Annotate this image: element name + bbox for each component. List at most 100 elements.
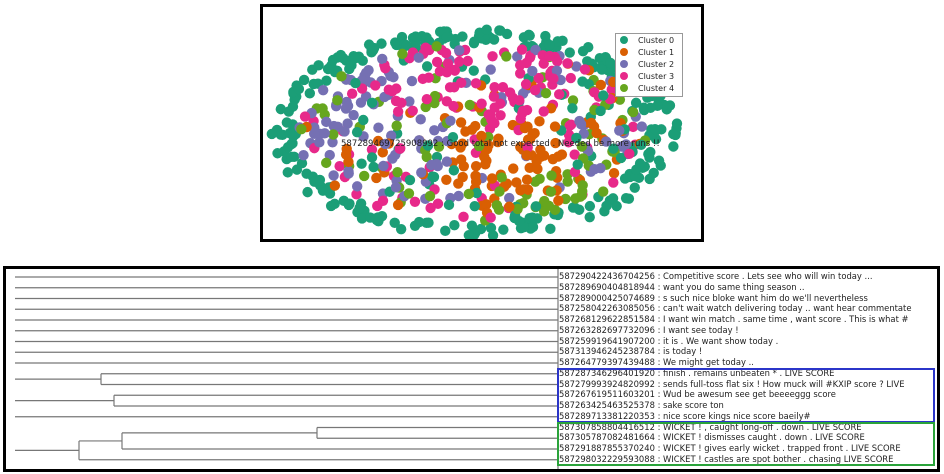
scatter-point	[343, 166, 354, 177]
scatter-point	[485, 212, 496, 223]
scatter-point	[495, 110, 506, 121]
scatter-point	[545, 223, 556, 235]
scatter-point	[476, 98, 487, 109]
scatter-point	[433, 141, 445, 152]
scatter-point	[404, 96, 415, 107]
scatter-point	[421, 93, 433, 105]
scatter-point	[466, 220, 478, 231]
scatter-point	[351, 126, 363, 138]
legend-item: Cluster 0	[616, 34, 682, 46]
scatter-point	[469, 36, 480, 47]
scatter-point	[481, 199, 492, 210]
scatter-point	[521, 150, 532, 161]
scatter-point	[530, 44, 541, 56]
scatter-point	[380, 63, 391, 74]
scatter-point	[407, 105, 418, 116]
scatter-point	[314, 174, 326, 186]
scatter-point	[366, 144, 378, 155]
scatter-point	[494, 186, 505, 197]
scatter-point	[296, 123, 307, 135]
scatter-point	[546, 170, 557, 181]
scatter-point	[415, 114, 426, 125]
scatter-point	[321, 116, 332, 128]
scatter-point	[392, 199, 404, 211]
scatter-point	[576, 141, 588, 152]
scatter-point	[351, 181, 363, 192]
scatter-point	[532, 163, 543, 175]
scatter-point	[441, 156, 453, 167]
scatter-point	[631, 164, 642, 175]
scatter-point	[443, 199, 455, 211]
scatter-point	[413, 52, 424, 63]
scatter-point	[607, 193, 619, 204]
legend-marker	[620, 48, 628, 56]
scatter-point	[392, 167, 403, 178]
scatter-point	[515, 113, 526, 124]
scatter-point	[544, 39, 555, 51]
scatter-point	[319, 128, 330, 139]
scatter-point	[355, 97, 367, 108]
scatter-point	[422, 140, 434, 151]
scatter-point	[293, 83, 305, 95]
scatter-point	[645, 102, 656, 114]
scatter-point	[462, 55, 473, 67]
scatter-point	[636, 121, 648, 132]
scatter-point	[608, 143, 619, 154]
scatter-point	[551, 65, 563, 76]
scatter-point	[627, 121, 639, 133]
scatter-point	[522, 184, 534, 195]
scatter-point	[572, 159, 583, 170]
scatter-point	[358, 170, 370, 182]
scatter-point	[489, 82, 500, 93]
scatter-point	[377, 147, 388, 158]
scatter-point	[449, 65, 461, 76]
scatter-point	[533, 72, 544, 84]
scatter-point	[404, 174, 416, 186]
scatter-point	[406, 75, 418, 87]
scatter-point	[527, 65, 538, 77]
scatter-point	[470, 170, 481, 182]
legend-item: Cluster 3	[616, 70, 682, 82]
scatter-point	[317, 85, 329, 96]
scatter-point	[453, 178, 464, 189]
scatter-point	[416, 167, 427, 178]
dendrogram-leaf-label: 587287346296401920 : finish . remains un…	[559, 367, 835, 378]
scatter-point	[284, 127, 295, 139]
scatter-point	[627, 106, 639, 118]
scatter-point	[504, 192, 515, 204]
scatter-point	[538, 106, 549, 117]
scatter-point	[635, 139, 647, 151]
scatter-point	[486, 173, 498, 184]
scatter-point	[469, 200, 480, 212]
scatter-point	[497, 81, 509, 93]
scatter-point	[470, 78, 482, 89]
scatter-point	[614, 125, 625, 136]
scatter-point	[485, 64, 496, 75]
scatter-point	[455, 117, 467, 128]
scatter-point	[463, 230, 475, 239]
scatter-point	[287, 101, 299, 112]
legend-item: Cluster 2	[616, 58, 682, 70]
scatter-point	[601, 136, 612, 147]
scatter-point	[339, 126, 350, 137]
scatter-point	[611, 200, 622, 212]
scatter-point	[624, 148, 635, 160]
scatter-point	[447, 131, 459, 143]
scatter-point	[320, 157, 332, 169]
scatter-point	[563, 137, 574, 148]
scatter-point	[378, 160, 389, 172]
scatter-point	[325, 200, 337, 212]
scatter-point	[576, 119, 587, 130]
scatter-point	[519, 122, 531, 134]
scatter-point	[668, 141, 679, 152]
scatter-point	[534, 116, 545, 127]
scatter-point	[373, 122, 384, 133]
scatter-point	[298, 150, 309, 161]
dendrogram-leaf-label: 587267619511603201 : Wud be awesum see g…	[559, 389, 836, 400]
scatter-point	[538, 58, 549, 69]
scatter-point	[595, 163, 606, 174]
scatter-point	[496, 172, 507, 183]
scatter-point	[589, 87, 600, 98]
legend-label: Cluster 0	[638, 35, 675, 45]
scatter-point	[491, 200, 503, 211]
